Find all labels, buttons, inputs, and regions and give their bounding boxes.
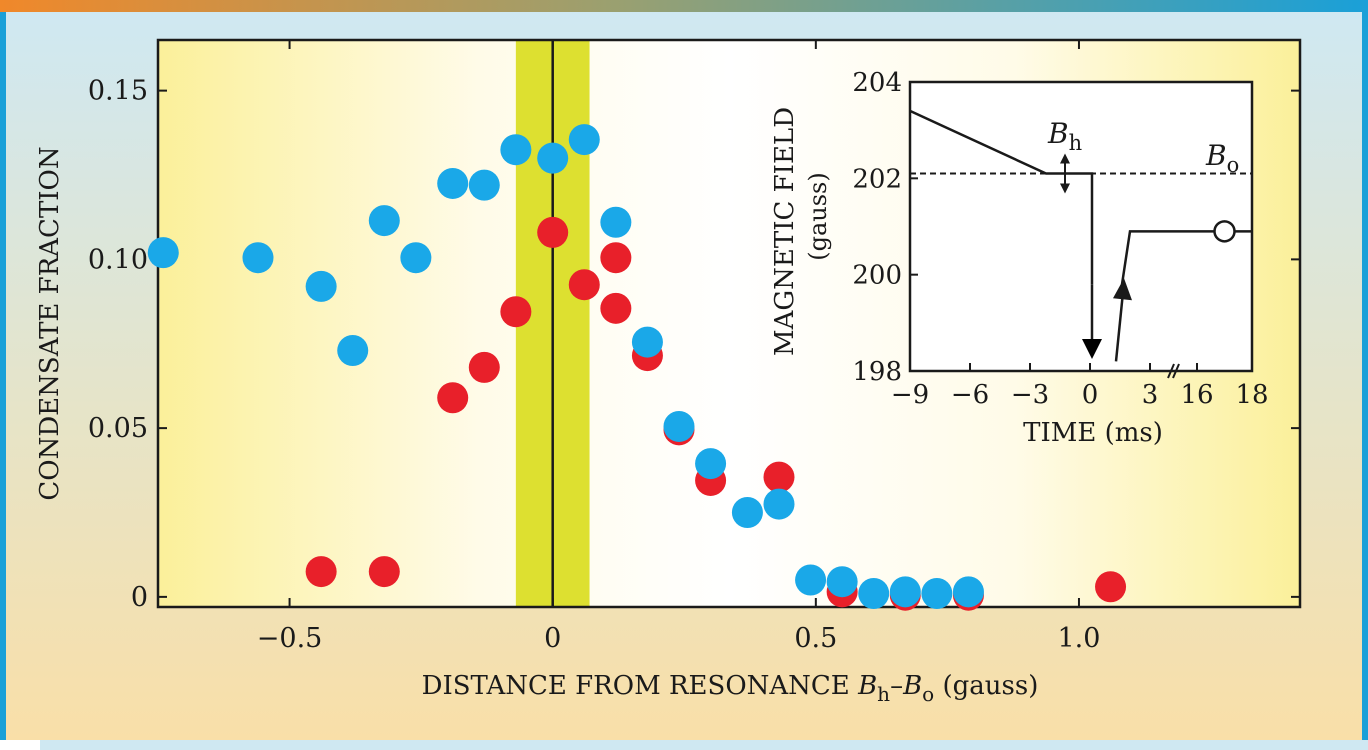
y-axis-label: CONDENSATE FRACTION — [35, 146, 65, 500]
x-axis-label-part: B — [902, 671, 922, 701]
x-axis-label-part: h — [877, 682, 890, 706]
x-axis-label-part: B — [857, 671, 877, 701]
top-color-strip — [0, 0, 1368, 12]
inset-bh-label-b: B — [1047, 117, 1069, 150]
blue-point — [600, 206, 632, 238]
blue-point — [795, 564, 827, 596]
red-point — [500, 296, 532, 328]
blue-point — [305, 270, 337, 302]
blue-point — [826, 566, 858, 598]
inset-x-tick-label: 16 — [1180, 380, 1213, 410]
inset-bh-label: Bh — [1047, 117, 1082, 155]
blue-point — [368, 205, 400, 237]
y-tick-label: 0.10 — [88, 244, 148, 275]
red-point — [600, 292, 632, 324]
blue-point — [437, 167, 469, 199]
inset-y-tick-label: 200 — [852, 261, 902, 291]
inset-x-tick-label: 0 — [1082, 380, 1099, 410]
red-point — [600, 242, 632, 274]
blue-point — [952, 576, 984, 608]
blue-point — [631, 326, 663, 358]
inset-x-tick-label: 3 — [1142, 380, 1159, 410]
blue-point — [242, 242, 274, 274]
blue-point — [568, 124, 600, 156]
inset-bh-arrow-down — [1060, 183, 1070, 194]
x-axis-label: DISTANCE FROM RESONANCE Bh–Bo (gauss) — [422, 671, 1039, 706]
inset-x-tick-label: −3 — [1011, 380, 1049, 410]
inset-down-arrow-head — [1082, 338, 1102, 359]
blue-point — [858, 578, 890, 609]
x-axis-label-part: – — [890, 671, 903, 701]
red-point — [763, 461, 795, 493]
blue-point — [400, 242, 432, 274]
y-tick-label: 0.15 — [88, 76, 148, 107]
red-point — [437, 382, 469, 414]
x-tick-label: 1.0 — [1057, 623, 1100, 654]
blue-point — [731, 497, 763, 528]
inset-x-tick-label: 18 — [1235, 380, 1268, 410]
inset-bo-label-b: B — [1205, 139, 1227, 172]
blue-point — [921, 578, 953, 609]
x-tick-label: −0.5 — [257, 623, 323, 654]
inset-bh-arrow-up — [1060, 153, 1070, 164]
red-point — [1095, 571, 1127, 603]
blue-point — [500, 134, 532, 166]
blue-point — [147, 237, 179, 269]
x-tick-label: 0 — [544, 623, 561, 654]
blue-point — [537, 142, 569, 174]
plot-frame — [156, 38, 1302, 609]
left-accent-bar — [0, 12, 6, 740]
inset-open-marker — [1213, 220, 1236, 243]
inset-frame — [908, 80, 1254, 373]
inset-plot: −9 −6 −3 0 3 16 18 198 200 202 204 TIME (ms) MAGNETI… — [770, 68, 1269, 448]
inset-up-arrow-head — [1113, 278, 1132, 301]
red-point — [305, 556, 337, 588]
inset-y-tick-label: 202 — [852, 164, 902, 194]
red-point — [368, 556, 400, 588]
inset-up-arrow-shaft — [1114, 292, 1125, 362]
y-tick-label: 0 — [131, 582, 148, 613]
x-axis-label-part: o — [922, 682, 934, 706]
inset-axis-break — [1167, 363, 1175, 379]
inset-y-tick-label: 204 — [852, 68, 902, 98]
blue-point — [663, 410, 695, 442]
red-point — [568, 269, 600, 301]
blue-point — [763, 488, 795, 520]
inset-y-axis-label: MAGNETIC FIELD — [770, 107, 800, 356]
inset-x-axis-label: TIME (ms) — [1023, 418, 1163, 448]
inset-x-tick-label: −9 — [891, 380, 929, 410]
x-axis-label-part: (gauss) — [934, 671, 1038, 701]
blue-point — [889, 576, 921, 608]
red-point — [537, 216, 569, 248]
right-accent-bar — [1362, 12, 1368, 740]
blue-point — [695, 448, 727, 480]
bottom-strip — [40, 740, 1368, 750]
x-axis-label-part: DISTANCE FROM RESONANCE — [422, 671, 858, 701]
inset-bo-label-sub: o — [1227, 153, 1240, 177]
inset-axis-break — [1172, 363, 1180, 379]
inset-field-trace-down — [909, 109, 1094, 285]
inset-y-axis-units: (gauss) — [804, 172, 832, 261]
inset-bh-label-sub: h — [1069, 131, 1083, 155]
y-tick-label: 0.05 — [88, 413, 148, 444]
inset-bo-label: Bo — [1205, 139, 1239, 177]
inset-x-tick-label: −6 — [951, 380, 989, 410]
blue-point — [468, 169, 500, 201]
x-tick-label: 0.5 — [794, 623, 837, 654]
red-point — [468, 351, 500, 383]
inset-y-tick-label: 198 — [852, 357, 902, 387]
blue-point — [337, 335, 369, 366]
